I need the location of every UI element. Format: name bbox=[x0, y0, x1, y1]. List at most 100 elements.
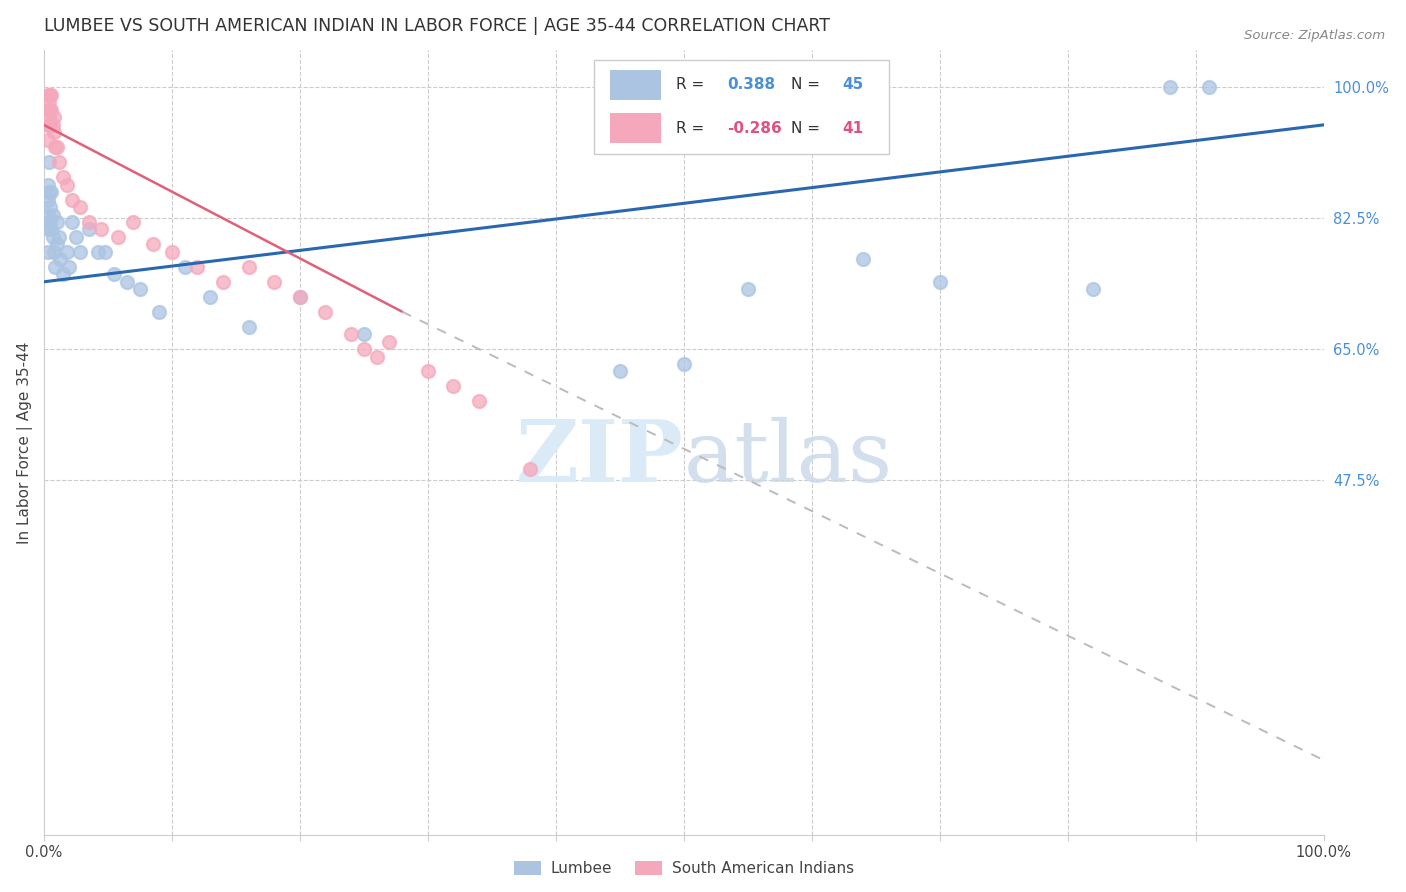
Text: N =: N = bbox=[792, 78, 825, 93]
Point bbox=[37, 87, 59, 102]
Point bbox=[852, 252, 875, 267]
Point bbox=[44, 140, 66, 154]
Text: atlas: atlas bbox=[683, 417, 893, 500]
Text: 41: 41 bbox=[842, 120, 863, 136]
Point bbox=[928, 275, 950, 289]
Point bbox=[378, 334, 401, 349]
Point bbox=[148, 304, 170, 318]
Point bbox=[263, 275, 285, 289]
Point bbox=[37, 103, 59, 117]
Point bbox=[198, 290, 221, 304]
Point bbox=[77, 222, 100, 236]
Point bbox=[39, 118, 62, 132]
Point bbox=[1198, 80, 1220, 95]
Point bbox=[238, 260, 260, 274]
Point bbox=[42, 244, 65, 259]
Point bbox=[41, 222, 63, 236]
Point bbox=[56, 178, 79, 192]
Y-axis label: In Labor Force | Age 35-44: In Labor Force | Age 35-44 bbox=[17, 342, 32, 544]
Text: Source: ZipAtlas.com: Source: ZipAtlas.com bbox=[1244, 29, 1385, 42]
Bar bbox=[610, 70, 661, 100]
Point bbox=[86, 244, 108, 259]
Point bbox=[94, 244, 117, 259]
Point bbox=[468, 394, 491, 409]
Point bbox=[142, 237, 165, 252]
Point bbox=[1159, 80, 1181, 95]
Point bbox=[107, 230, 129, 244]
Point bbox=[39, 103, 62, 117]
Point bbox=[115, 275, 138, 289]
Point bbox=[122, 215, 145, 229]
Point bbox=[42, 208, 65, 222]
Point bbox=[353, 342, 375, 356]
Point bbox=[212, 275, 235, 289]
Point bbox=[238, 319, 260, 334]
Point bbox=[42, 125, 65, 139]
Point bbox=[37, 208, 59, 222]
Point bbox=[58, 260, 80, 274]
Point bbox=[37, 133, 59, 147]
Point bbox=[366, 350, 388, 364]
Point bbox=[353, 327, 375, 342]
Text: 0.388: 0.388 bbox=[727, 78, 775, 93]
Point bbox=[441, 379, 464, 393]
Point bbox=[160, 244, 183, 259]
Point bbox=[37, 178, 59, 192]
Legend: Lumbee, South American Indians: Lumbee, South American Indians bbox=[508, 855, 860, 882]
Point bbox=[38, 185, 60, 199]
Point bbox=[69, 200, 91, 214]
Text: LUMBEE VS SOUTH AMERICAN INDIAN IN LABOR FORCE | AGE 35-44 CORRELATION CHART: LUMBEE VS SOUTH AMERICAN INDIAN IN LABOR… bbox=[44, 17, 830, 35]
Bar bbox=[595, 60, 889, 153]
Point bbox=[39, 87, 62, 102]
Point bbox=[56, 244, 79, 259]
Point bbox=[288, 290, 311, 304]
Point bbox=[288, 290, 311, 304]
Point bbox=[60, 215, 83, 229]
Text: 45: 45 bbox=[842, 78, 863, 93]
Point bbox=[42, 111, 65, 125]
Point bbox=[672, 357, 695, 371]
Text: N =: N = bbox=[792, 120, 825, 136]
Point bbox=[41, 103, 63, 117]
Point bbox=[90, 222, 112, 236]
Point bbox=[45, 237, 67, 252]
Point bbox=[609, 364, 631, 378]
Point bbox=[39, 215, 62, 229]
Point bbox=[186, 260, 208, 274]
Point bbox=[38, 155, 60, 169]
Point bbox=[37, 118, 59, 132]
Point bbox=[38, 95, 60, 110]
Point bbox=[42, 118, 65, 132]
Text: R =: R = bbox=[676, 78, 709, 93]
Point bbox=[39, 200, 62, 214]
Point bbox=[44, 260, 66, 274]
Point bbox=[103, 268, 125, 282]
Point bbox=[314, 304, 336, 318]
Point bbox=[37, 222, 59, 236]
Point bbox=[1083, 282, 1105, 296]
Point bbox=[77, 215, 100, 229]
Point bbox=[45, 140, 67, 154]
Point bbox=[340, 327, 363, 342]
Point bbox=[42, 230, 65, 244]
Point bbox=[48, 230, 70, 244]
Bar bbox=[610, 113, 661, 144]
Point bbox=[37, 244, 59, 259]
Point bbox=[37, 193, 59, 207]
Point bbox=[52, 170, 75, 185]
Text: ZIP: ZIP bbox=[516, 417, 683, 500]
Point bbox=[69, 244, 91, 259]
Point bbox=[65, 230, 87, 244]
Text: -0.286: -0.286 bbox=[727, 120, 782, 136]
Point bbox=[49, 252, 72, 267]
Point bbox=[52, 268, 75, 282]
Point bbox=[45, 215, 67, 229]
Point bbox=[519, 461, 541, 475]
Point bbox=[60, 193, 83, 207]
Point bbox=[41, 185, 63, 199]
Point bbox=[173, 260, 195, 274]
Point bbox=[737, 282, 759, 296]
Point bbox=[128, 282, 150, 296]
Point bbox=[41, 87, 63, 102]
Point bbox=[38, 111, 60, 125]
